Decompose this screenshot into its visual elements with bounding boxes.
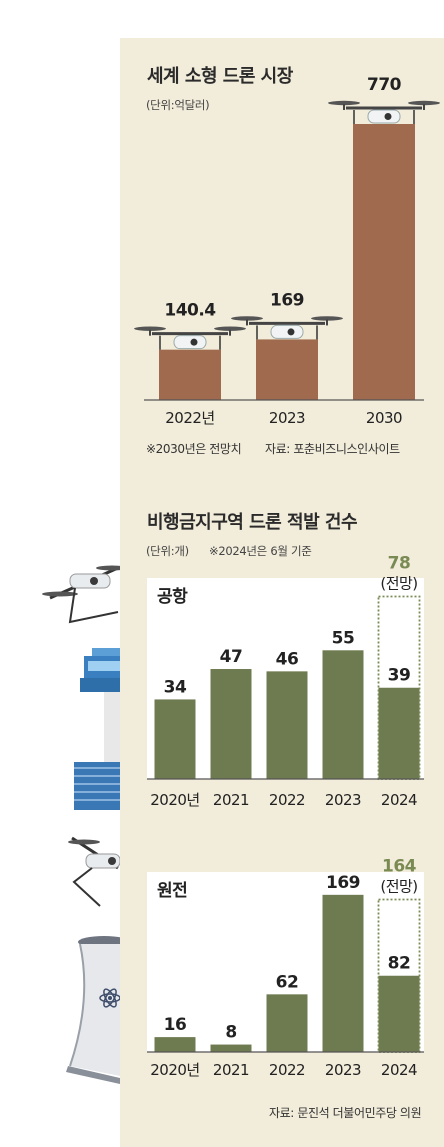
cooling-tower-icon [66, 936, 130, 1084]
violation-chart-note: ※2024년은 6월 기준 [209, 544, 312, 558]
market-bar-chart: 140.4 2022년 169 2023 770 2030 [134, 75, 440, 427]
nuclear-value-label: 169 [326, 873, 360, 893]
violation-source: 자료: 문진석 더불어민주당 의원 [269, 1106, 422, 1120]
airport-value-label: 55 [332, 628, 355, 648]
airport-bar [210, 669, 252, 779]
violation-chart-unit: (단위:개) [146, 544, 189, 558]
market-bar [159, 349, 221, 400]
market-bar [353, 124, 415, 400]
market-value-label: 140.4 [164, 301, 216, 321]
nuclear-bar [322, 894, 364, 1052]
airport-year-label: 2023 [325, 791, 361, 809]
drone-camera [384, 113, 392, 120]
drone-icon [134, 326, 246, 350]
drone-icon [328, 100, 440, 124]
nuclear-forecast-value: 164 [382, 856, 417, 876]
market-forecast-note: ※2030년은 전망치 [146, 442, 242, 456]
market-chart-unit: (단위:억달러) [146, 98, 210, 112]
market-bar [256, 339, 318, 400]
nuclear-year-label: 2023 [325, 1061, 361, 1079]
airport-value-label: 34 [164, 677, 187, 697]
airport-bar [378, 687, 420, 779]
drone-icon [231, 316, 343, 340]
drone-rotor [231, 316, 263, 321]
drone-rotor [328, 100, 360, 106]
airport-bar [266, 671, 308, 779]
control-tower-icon [74, 648, 120, 810]
nuclear-forecast-bar [377, 898, 421, 1053]
left-illustrations [42, 565, 130, 1084]
nuclear-forecast-note: (전망) [380, 877, 417, 895]
drone-camera [190, 338, 198, 346]
airport-bar [322, 650, 364, 779]
airport-panel-label: 공항 [147, 578, 200, 611]
market-year-label: 2030 [366, 409, 402, 427]
nuclear-year-label: 2024 [381, 1061, 417, 1079]
nuclear-year-label: 2022 [269, 1061, 305, 1079]
airport-year-label: 2020년 [150, 791, 199, 809]
nuclear-bar [378, 975, 420, 1052]
nuclear-year-label: 2020년 [150, 1061, 199, 1079]
airport-year-label: 2022 [269, 791, 305, 809]
market-year-label: 2022년 [165, 409, 214, 427]
drone-camera [287, 328, 295, 336]
drone-body [270, 324, 304, 339]
airport-year-label: 2024 [381, 791, 417, 809]
market-value-label: 169 [270, 290, 304, 310]
nuclear-bar [154, 1037, 196, 1052]
nuclear-panel-label: 원전 [147, 872, 200, 905]
airport-year-label: 2021 [213, 791, 249, 809]
airport-value-label: 39 [388, 666, 411, 686]
drone-icon [68, 836, 121, 907]
drone-body [173, 335, 207, 350]
nuclear-bar [210, 1044, 252, 1052]
nuclear-year-label: 2021 [213, 1061, 249, 1079]
airport-forecast-value: 78 [388, 553, 411, 573]
drone-body [367, 109, 401, 124]
airport-value-label: 46 [276, 649, 299, 669]
drone-rotor [134, 326, 166, 331]
drone-rotor [214, 326, 246, 331]
violation-chart-title: 비행금지구역 드론 적발 건수 [147, 512, 358, 533]
market-source: 자료: 포춘비즈니스인사이트 [265, 442, 400, 456]
airport-bar [154, 699, 196, 779]
nuclear-value-label: 82 [388, 954, 411, 974]
nuclear-value-label: 16 [164, 1015, 187, 1035]
nuclear-bar [266, 994, 308, 1052]
nuclear-value-label: 8 [225, 1023, 236, 1043]
drone-rotor [408, 100, 440, 106]
market-chart-title: 세계 소형 드론 시장 [147, 66, 293, 87]
market-value-label: 770 [367, 75, 402, 95]
airport-forecast-note: (전망) [380, 574, 417, 592]
market-year-label: 2023 [269, 409, 305, 427]
drone-rotor [311, 316, 343, 321]
airport-value-label: 47 [220, 647, 243, 667]
nuclear-value-label: 62 [276, 972, 299, 992]
